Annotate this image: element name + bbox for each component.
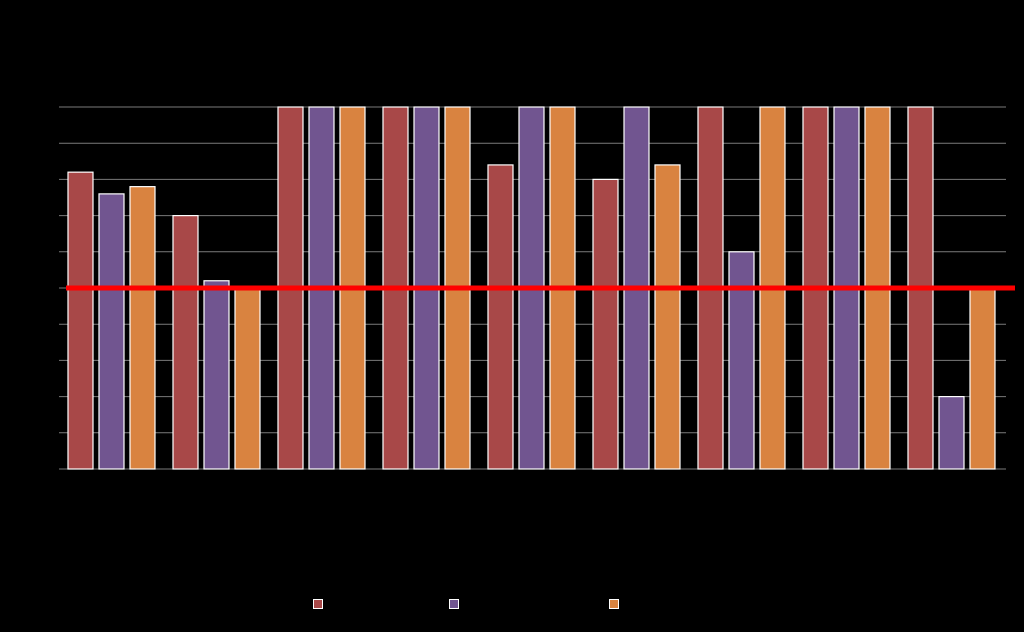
- legend-item-series-3[interactable]: [609, 596, 625, 612]
- bar-series-2-group-9[interactable]: [938, 396, 965, 470]
- bar-series-2-group-2[interactable]: [203, 280, 230, 470]
- bar-series-3-group-1[interactable]: [129, 186, 156, 470]
- bar-series-2-group-7[interactable]: [728, 251, 755, 470]
- legend-swatch-series-3: [609, 599, 619, 609]
- legend-swatch-series-2: [449, 599, 459, 609]
- legend-swatch-series-1: [313, 599, 323, 609]
- bar-series-1-group-5[interactable]: [487, 164, 514, 470]
- bar-series-1-group-1[interactable]: [67, 171, 94, 470]
- bar-series-3-group-9[interactable]: [969, 287, 996, 470]
- bar-series-3-group-2[interactable]: [234, 287, 261, 470]
- bar-series-2-group-1[interactable]: [98, 193, 125, 470]
- legend-item-series-1[interactable]: [313, 596, 329, 612]
- bar-series-1-group-2[interactable]: [172, 215, 199, 470]
- bar-series-1-group-6[interactable]: [592, 178, 619, 470]
- legend-item-series-2[interactable]: [449, 596, 465, 612]
- bar-series-3-group-6[interactable]: [654, 164, 681, 470]
- legend: [0, 596, 1024, 612]
